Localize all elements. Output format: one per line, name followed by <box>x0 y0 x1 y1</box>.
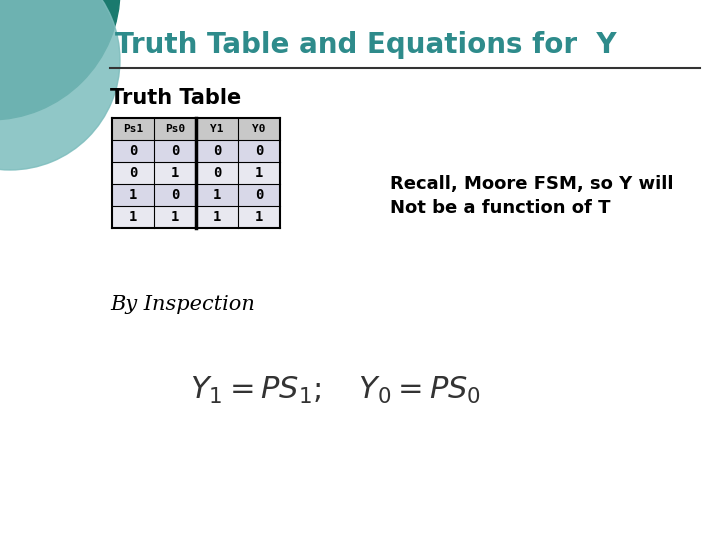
Text: 0: 0 <box>213 166 221 180</box>
Text: Ps0: Ps0 <box>165 124 185 134</box>
Text: $\mathit{Y}_1 = \mathit{PS}_1\mathit{;} \quad \mathit{Y}_0 = \mathit{PS}_0$: $\mathit{Y}_1 = \mathit{PS}_1\mathit{;} … <box>190 375 481 406</box>
Bar <box>154 206 196 228</box>
Text: 0: 0 <box>213 144 221 158</box>
Bar <box>238 184 280 206</box>
Text: 1: 1 <box>255 210 264 224</box>
Bar <box>196 184 238 206</box>
Text: 0: 0 <box>171 144 179 158</box>
Text: 1: 1 <box>129 188 138 202</box>
Bar <box>238 206 280 228</box>
Bar <box>238 140 280 162</box>
Text: Y0: Y0 <box>252 124 266 134</box>
Text: Truth Table: Truth Table <box>110 88 241 108</box>
Bar <box>154 184 196 206</box>
Text: 1: 1 <box>171 210 179 224</box>
Text: 1: 1 <box>213 188 221 202</box>
Text: Y1: Y1 <box>210 124 224 134</box>
Bar <box>154 162 196 184</box>
Text: Truth Table and Equations for  Y: Truth Table and Equations for Y <box>115 31 616 59</box>
Bar <box>196 140 238 162</box>
Text: 1: 1 <box>255 166 264 180</box>
Text: 0: 0 <box>255 188 264 202</box>
Text: 1: 1 <box>129 210 138 224</box>
Text: 0: 0 <box>171 188 179 202</box>
Text: Recall, Moore FSM, so Y will: Recall, Moore FSM, so Y will <box>390 175 673 193</box>
Wedge shape <box>0 0 120 120</box>
Text: Not be a function of T: Not be a function of T <box>390 199 611 217</box>
Text: Ps1: Ps1 <box>123 124 143 134</box>
Bar <box>196 206 238 228</box>
Text: 1: 1 <box>213 210 221 224</box>
Bar <box>112 118 280 140</box>
Text: 1: 1 <box>171 166 179 180</box>
Bar <box>196 162 238 184</box>
Bar <box>238 162 280 184</box>
Bar <box>112 162 154 184</box>
Wedge shape <box>0 0 120 170</box>
Bar <box>154 140 196 162</box>
Bar <box>112 140 154 162</box>
Bar <box>112 184 154 206</box>
Text: 0: 0 <box>255 144 264 158</box>
Text: 0: 0 <box>129 166 138 180</box>
Text: 0: 0 <box>129 144 138 158</box>
Bar <box>112 206 154 228</box>
Text: By Inspection: By Inspection <box>110 295 255 314</box>
